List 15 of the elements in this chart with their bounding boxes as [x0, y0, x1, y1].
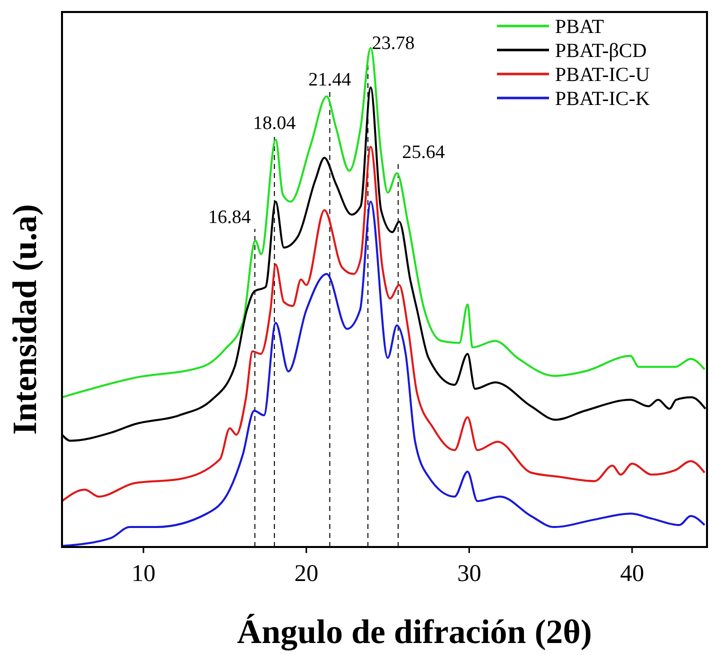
legend-label: PBAT-βCD [555, 40, 647, 62]
ref-line-label: 23.78 [372, 32, 415, 54]
ref-line-label: 18.04 [253, 113, 296, 134]
ref-line-label: 16.84 [208, 206, 252, 228]
x-axis-title: Ángulo de difración (2θ) [237, 613, 592, 651]
legend-label: PBAT-IC-U [555, 64, 650, 86]
ref-line-label: 25.64 [402, 142, 446, 164]
x-tick-label: 10 [131, 561, 156, 587]
x-tick-label: 40 [620, 561, 644, 587]
x-tick-label: 20 [294, 561, 318, 587]
legend-label: PBAT-IC-K [555, 88, 650, 110]
ref-line-label: 21.44 [308, 70, 352, 91]
legend-label: PBAT [555, 16, 604, 38]
y-axis-title: Intensidad (u.a) [7, 204, 44, 435]
x-tick-label: 30 [457, 561, 482, 587]
